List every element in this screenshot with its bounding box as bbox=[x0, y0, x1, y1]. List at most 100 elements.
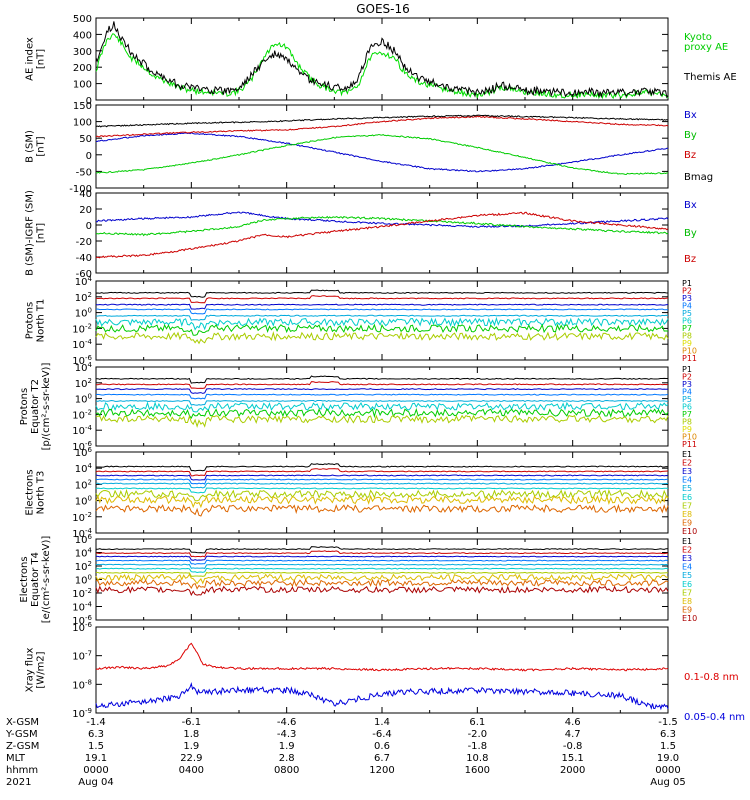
bsm-legend: Bz bbox=[684, 150, 696, 161]
ae-legend-themis: Themis AE bbox=[683, 72, 737, 83]
ephemeris-cell: 2.8 bbox=[279, 753, 295, 764]
panel-3-ytick-label: 100 bbox=[75, 307, 92, 320]
panel-0-ytick-label: 0 bbox=[86, 96, 92, 107]
panel-6-ytick-label: 10-2 bbox=[72, 587, 92, 600]
ephemeris-cell: 6.1 bbox=[469, 717, 485, 728]
panel-6-legend-e9: E9 bbox=[682, 605, 692, 614]
ephemeris-cell: 4.6 bbox=[565, 717, 581, 728]
panel-5-legend-e3: E3 bbox=[682, 467, 692, 476]
ephemeris-row-label: Y-GSM bbox=[5, 729, 38, 740]
ephemeris-cell: 0.6 bbox=[374, 741, 390, 752]
ephemeris-cell: -1.4 bbox=[86, 717, 106, 728]
panel-3-legend-p9: P9 bbox=[682, 339, 692, 348]
panel-6-legend-e3: E3 bbox=[682, 554, 692, 563]
panel-3-ytick-label: 102 bbox=[75, 291, 92, 304]
panel-4-legend-p7: P7 bbox=[682, 410, 692, 419]
panel-7-ylabel: Xray flux bbox=[25, 648, 36, 693]
ephemeris-cell: 1.5 bbox=[88, 741, 104, 752]
bsm-legend: Bx bbox=[684, 110, 697, 121]
panel-6-ytick-label: 10-6 bbox=[72, 614, 92, 627]
panel-5-legend-e6: E6 bbox=[682, 493, 692, 502]
panel-1-ytick-label: 150 bbox=[73, 101, 92, 112]
panel-5-legend-e10: E10 bbox=[682, 527, 697, 536]
panel-4-legend-p5: P5 bbox=[682, 395, 692, 404]
ephemeris-cell: -1.8 bbox=[468, 741, 488, 752]
panel-0-series-kyoto-proxy-ae bbox=[95, 33, 669, 100]
panel-4-legend-p4: P4 bbox=[682, 388, 692, 397]
panel-1-ytick-label: 50 bbox=[79, 134, 92, 145]
panel-4-legend-p3: P3 bbox=[682, 380, 692, 389]
xray-legend: 0.05-0.4 nm bbox=[684, 712, 745, 723]
bdiff-legend: Bx bbox=[684, 200, 697, 211]
ephemeris-row-label: MLT bbox=[6, 753, 26, 764]
panel-5-ylabel: North T3 bbox=[36, 471, 47, 515]
panel-5-channel-3-line bbox=[95, 474, 669, 481]
panel-1-ytick-label: -100 bbox=[69, 184, 92, 195]
panel-4-channel-7-line bbox=[95, 407, 669, 419]
panel-4-channel-8-line bbox=[95, 414, 669, 428]
panel-0-series-themis-ae bbox=[95, 21, 669, 99]
panel-4-ytick-label: 104 bbox=[75, 361, 93, 374]
panel-4-channel-4-line bbox=[95, 393, 669, 400]
panel-6-legend-e5: E5 bbox=[682, 571, 692, 580]
panel-6-channel-9-line bbox=[95, 578, 669, 590]
panel-6-legend-e10: E10 bbox=[682, 614, 697, 623]
panel-5-channel-2-line bbox=[95, 468, 669, 477]
xray-legend: 0.1-0.8 nm bbox=[684, 672, 739, 683]
panel-5-ytick-label: 104 bbox=[75, 462, 93, 475]
panel-5-ytick-label: 10-2 bbox=[72, 511, 92, 524]
panel-4-ylabel: Equator T2 bbox=[30, 379, 41, 434]
panel-3-ytick-label: 10-4 bbox=[72, 338, 92, 351]
panel-6-channel-2-line bbox=[95, 550, 668, 558]
ephemeris-cell: -4.6 bbox=[277, 717, 297, 728]
panel-3-channel-4-line bbox=[95, 308, 669, 315]
panel-3-legend-p2: P2 bbox=[682, 287, 692, 296]
panel-5-channel-6-line bbox=[95, 487, 669, 494]
panel-2-series-bz bbox=[95, 211, 669, 259]
panel-1-ytick-label: -50 bbox=[76, 167, 92, 178]
panel-7-series-0-05-0-4-nm bbox=[95, 682, 669, 711]
panel-1-series-bz bbox=[95, 115, 669, 138]
panel-3-channel-2-line bbox=[95, 295, 669, 304]
ephemeris-table: X-GSMY-GSMZ-GSMMLThhmm2021-1.46.31.519.1… bbox=[5, 717, 686, 788]
panel-2-series-by bbox=[95, 215, 669, 237]
panel-6-ylabel: Equator T4 bbox=[30, 552, 41, 607]
panel-4-legend-p9: P9 bbox=[682, 425, 692, 434]
panel-0-ytick-label: 400 bbox=[73, 30, 92, 41]
panel-1-series-bmag bbox=[95, 114, 669, 128]
panel-6-ytick-label: 100 bbox=[75, 574, 92, 587]
ephemeris-cell: 6.3 bbox=[88, 729, 104, 740]
panel-4-legend-p10: P10 bbox=[682, 433, 697, 442]
panel-5-ytick-label: 10-4 bbox=[72, 527, 92, 540]
panel-5-legend-e8: E8 bbox=[682, 510, 692, 519]
panel-3-ytick-label: 104 bbox=[75, 275, 93, 288]
panel-3-legend-p11: P11 bbox=[682, 354, 697, 363]
panel-4-ytick-label: 10-4 bbox=[72, 424, 92, 437]
panel-6-channel-1-line bbox=[96, 546, 668, 554]
ephemeris-cell: 1.8 bbox=[183, 729, 199, 740]
panel-6-channel-6-line bbox=[95, 567, 669, 574]
panel-1-ytick-label: 100 bbox=[73, 118, 92, 129]
panel-7-series-0-1-0-8-nm bbox=[95, 642, 669, 672]
panel-1-series-bx bbox=[96, 132, 669, 173]
panel-4-ylabel: [p/(cm²-s-sr-keV)] bbox=[41, 363, 52, 451]
panel-6-ytick-label: 102 bbox=[75, 560, 92, 573]
panel-6-channel-5-line bbox=[95, 563, 669, 569]
panel-5-legend-e4: E4 bbox=[682, 476, 692, 485]
ephemeris-row-label: hhmm bbox=[6, 765, 38, 776]
panel-5-channel-8-line bbox=[95, 494, 669, 509]
panel-3-ytick-label: 10-6 bbox=[72, 354, 92, 367]
panel-5-legend-e7: E7 bbox=[682, 501, 692, 510]
ephemeris-cell: 15.1 bbox=[562, 753, 584, 764]
ephemeris-row-label: 2021 bbox=[6, 777, 31, 788]
panel-3-legend-p1: P1 bbox=[682, 279, 692, 288]
ephemeris-cell: 0000 bbox=[655, 765, 680, 776]
ephemeris-cell: 4.7 bbox=[565, 729, 581, 740]
panel-7-ytick-label: 10-7 bbox=[72, 650, 92, 663]
ephemeris-cell: -2.0 bbox=[468, 729, 488, 740]
ephemeris-cell: -4.3 bbox=[277, 729, 297, 740]
panel-6-channel-3-line bbox=[96, 555, 669, 561]
panel-7-ylabel: [W/m2] bbox=[36, 651, 47, 688]
panel-4-legend-p8: P8 bbox=[682, 418, 692, 427]
